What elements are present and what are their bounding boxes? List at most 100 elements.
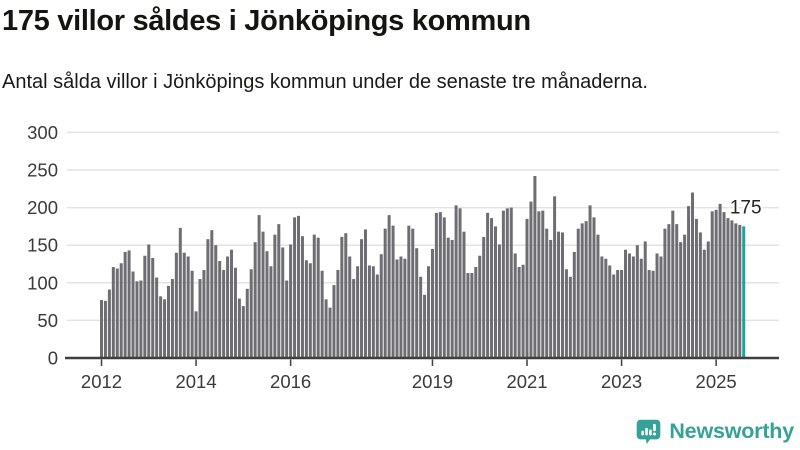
bar [572,251,576,358]
x-axis-label: 2023 [601,371,642,392]
bar [427,266,431,358]
bar [679,242,683,358]
bar [545,228,549,358]
bar [367,265,371,358]
y-axis-label: 100 [27,272,58,293]
bar-chart-speech-bubble-icon [637,419,661,445]
bar [265,251,269,358]
y-axis-label: 200 [27,197,58,218]
bar [446,237,450,358]
x-axis-label: 2019 [412,371,453,392]
bar [434,212,438,358]
bar [651,270,655,358]
bar [123,251,127,358]
bar [450,239,454,358]
bar [486,212,490,358]
bar [430,248,434,358]
bar [631,256,635,358]
bar [159,296,163,358]
bar [115,268,119,358]
bar [407,225,411,358]
bar [659,256,663,358]
bar [316,237,320,358]
bar [517,267,521,358]
bar [344,233,348,358]
bar [222,270,226,358]
y-axis-label: 50 [37,310,58,331]
bar [210,230,214,358]
bar [387,215,391,358]
highlight-value-label: 175 [730,197,762,218]
bar [147,244,151,358]
bar [714,209,718,358]
bar [643,241,647,358]
bar [442,217,446,358]
bar [131,271,135,358]
bar [363,229,367,358]
bar [328,307,332,358]
bar [155,277,159,358]
bar [501,210,505,358]
bar [151,257,155,358]
bar [415,248,419,358]
bar [166,285,170,358]
bar [588,205,592,358]
bar-highlighted [742,226,746,358]
bar [356,266,360,358]
bar [324,299,328,358]
bar [233,267,237,358]
bar [730,220,734,358]
bar [111,267,115,358]
bar [584,221,588,358]
bar [702,249,706,358]
bar [139,280,143,358]
x-axis-label: 2016 [270,371,311,392]
bar [249,269,253,358]
bar [198,279,202,358]
x-axis-label: 2014 [175,371,216,392]
bar [466,273,470,358]
y-axis-label: 300 [27,122,58,143]
bar [103,300,107,358]
newsworthy-logo: Newsworthy [635,418,794,445]
bar [403,258,407,358]
bar [230,249,234,358]
bar [694,218,698,358]
y-axis-label: 150 [27,235,58,256]
bar [206,239,210,358]
newsworthy-wordmark: Newsworthy [669,419,794,443]
bar [261,231,265,358]
bar [667,224,671,358]
bar [143,255,147,358]
bar [423,294,427,358]
bar [419,276,423,358]
bar [509,207,513,358]
bar [379,254,383,358]
bar [553,196,557,358]
bar [505,208,509,358]
bar [352,279,356,358]
bar [454,205,458,358]
bar [218,260,222,358]
bar [529,201,533,358]
bar [245,288,249,358]
bar [734,223,738,358]
bar [616,270,620,358]
bar [718,203,722,358]
bar [647,270,651,358]
bar [474,267,478,358]
bar [336,270,340,358]
bar [202,270,206,358]
bar [608,265,612,358]
bar [710,211,714,358]
bar [383,228,387,358]
bar [604,258,608,358]
bar [541,210,545,358]
bar [281,247,285,358]
bar [525,218,529,358]
bar [482,236,486,358]
bar [655,253,659,358]
bar [163,299,167,358]
bar [533,176,537,358]
x-axis-label: 2025 [696,371,737,392]
